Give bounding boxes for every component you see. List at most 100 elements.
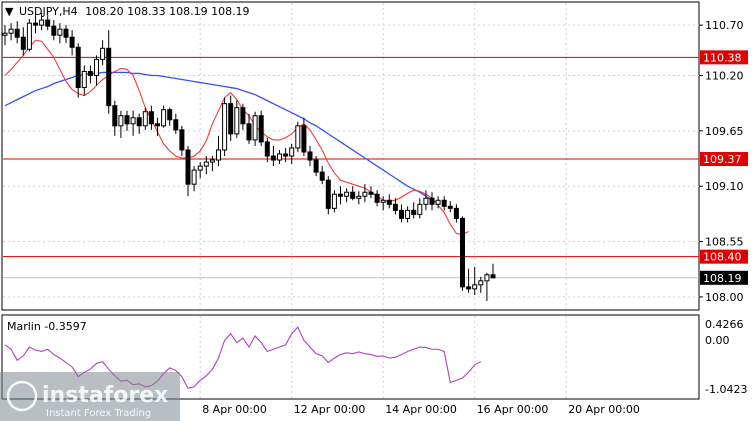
candle bbox=[362, 184, 368, 203]
candle bbox=[167, 107, 173, 126]
candle bbox=[417, 198, 423, 219]
level-label: 110.38 bbox=[703, 51, 742, 64]
candle bbox=[57, 23, 63, 44]
x-tick-label: 20 Apr 00:00 bbox=[568, 403, 640, 416]
candle bbox=[185, 145, 191, 197]
candle bbox=[2, 25, 8, 46]
level-label-box bbox=[700, 152, 748, 167]
candle bbox=[155, 117, 160, 136]
grid bbox=[3, 3, 699, 398]
indicator-label: Marlin -0.3597 bbox=[7, 320, 87, 333]
symbol-dropdown-icon[interactable]: ▼ bbox=[5, 5, 14, 18]
candle bbox=[252, 111, 258, 146]
candle bbox=[374, 190, 380, 207]
candle bbox=[283, 147, 289, 163]
chart-header: ▼ USDJPY,H4 108.20 108.33 108.19 108.19 bbox=[5, 5, 250, 18]
ohlc-values: 108.20 108.33 108.19 108.19 bbox=[85, 5, 249, 18]
candle bbox=[380, 196, 386, 211]
level-label: 108.40 bbox=[703, 251, 742, 264]
candle bbox=[447, 201, 453, 213]
candle bbox=[203, 156, 209, 175]
candle bbox=[338, 186, 343, 205]
candle bbox=[307, 145, 313, 167]
candle bbox=[33, 15, 38, 34]
x-tick-label: 8 Apr 00:00 bbox=[202, 403, 267, 416]
y-tick-label: 109.10 bbox=[705, 180, 744, 193]
logo-tagline: Instant Forex Trading bbox=[46, 408, 151, 419]
candle bbox=[331, 190, 337, 213]
candle bbox=[26, 19, 32, 52]
x-tick-label: 12 Apr 00:00 bbox=[294, 403, 366, 416]
candle bbox=[179, 125, 185, 156]
candle bbox=[277, 149, 282, 165]
candle bbox=[344, 188, 350, 203]
candle bbox=[228, 95, 234, 141]
candle bbox=[240, 103, 246, 130]
candle bbox=[453, 204, 459, 223]
candle bbox=[136, 113, 142, 134]
x-tick-label: 16 Apr 00:00 bbox=[477, 403, 549, 416]
y-tick-label: 110.20 bbox=[705, 69, 744, 82]
candle bbox=[63, 25, 69, 44]
candle bbox=[490, 263, 496, 279]
candle bbox=[325, 176, 331, 215]
candle bbox=[405, 206, 411, 223]
candle bbox=[386, 194, 392, 209]
time-axis: 8 Apr 00:00 12 Apr 00:00 14 Apr 00:00 16 Ap… bbox=[202, 403, 640, 416]
candle bbox=[209, 156, 215, 172]
indicator-axis-top: 0.4266 bbox=[705, 318, 744, 331]
candle bbox=[466, 268, 472, 293]
candle bbox=[124, 110, 130, 131]
price-panel bbox=[1, 1, 700, 311]
y-tick-label: 110.70 bbox=[705, 19, 744, 32]
candle bbox=[148, 105, 154, 130]
symbol-timeframe: USDJPY,H4 bbox=[19, 5, 78, 18]
candle bbox=[39, 13, 45, 31]
candle bbox=[392, 198, 398, 215]
candles bbox=[2, 13, 496, 301]
candle bbox=[411, 202, 417, 219]
candle bbox=[484, 272, 490, 301]
candle bbox=[75, 43, 81, 98]
candle bbox=[118, 110, 124, 138]
candle bbox=[173, 113, 179, 134]
candle bbox=[69, 30, 75, 56]
indicator-axis-zero: 0.00 bbox=[705, 334, 730, 347]
candle bbox=[100, 40, 106, 66]
candle bbox=[234, 100, 240, 138]
candle bbox=[81, 65, 87, 96]
level-label-box bbox=[700, 50, 748, 65]
y-tick-label: 108.00 bbox=[705, 291, 744, 304]
instaforex-logo: instaforex Instant Forex Trading bbox=[0, 372, 180, 421]
candle bbox=[350, 186, 356, 201]
candle bbox=[197, 162, 203, 179]
candle bbox=[270, 145, 276, 167]
candle bbox=[399, 204, 404, 223]
candle bbox=[45, 15, 51, 31]
candle bbox=[301, 117, 307, 156]
price-axis: 110.70 110.20 109.65 109.10 108.55 108.00 bbox=[699, 19, 744, 304]
candle bbox=[216, 135, 221, 167]
candle bbox=[313, 156, 319, 177]
candle bbox=[435, 196, 441, 209]
candle bbox=[51, 20, 57, 41]
current-price-box bbox=[700, 270, 748, 285]
candle bbox=[20, 27, 26, 56]
candle bbox=[246, 113, 252, 144]
candle bbox=[94, 55, 99, 86]
candle bbox=[264, 137, 270, 163]
indicator-axis-bottom: -1.0423 bbox=[705, 383, 747, 396]
candle bbox=[142, 107, 148, 130]
current-price-label: 108.19 bbox=[703, 272, 742, 285]
candle bbox=[14, 21, 20, 44]
logo-brand: instaforex bbox=[42, 383, 168, 408]
candle bbox=[441, 196, 447, 211]
candle bbox=[429, 192, 435, 211]
candle bbox=[258, 110, 264, 146]
candle bbox=[191, 166, 197, 192]
candle bbox=[130, 110, 136, 136]
candle bbox=[161, 105, 167, 128]
candle bbox=[106, 30, 112, 114]
candle bbox=[222, 97, 228, 156]
